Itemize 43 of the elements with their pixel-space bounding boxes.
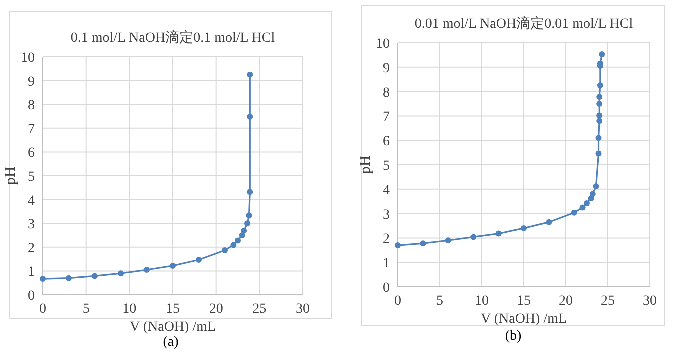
y-tick-label: 7 (383, 110, 390, 126)
x-tick-label: 25 (601, 294, 615, 309)
x-tick-label: 0 (394, 294, 402, 309)
chart-title: 0.01 mol/L NaOH滴定0.01 mol/L HCl (414, 16, 634, 32)
y-tick-label: 5 (383, 159, 390, 174)
y-tick-label: 6 (383, 134, 390, 150)
y-tick-label: 10 (21, 51, 35, 66)
y-tick-label: 3 (383, 208, 390, 223)
y-tick-label: 8 (383, 86, 390, 101)
y-tick-label: 2 (28, 241, 35, 256)
x-tick-label: 10 (122, 302, 137, 317)
y-tick-label: 9 (383, 61, 390, 76)
x-axis-title: V (NaOH) /mL (130, 320, 216, 335)
y-axis-title: pH (358, 156, 374, 174)
x-tick-label: 20 (209, 302, 224, 317)
x-tick-label: 15 (166, 302, 180, 317)
y-tick-label: 3 (28, 218, 35, 233)
x-tick-label: 30 (643, 294, 657, 309)
y-tick-label: 10 (376, 37, 390, 52)
y-tick-label: 7 (28, 122, 35, 138)
y-tick-label: 8 (28, 98, 35, 114)
x-tick-label: 30 (296, 302, 310, 317)
y-tick-label: 5 (28, 170, 35, 185)
text: (b) (505, 329, 522, 344)
x-tick-label: 15 (517, 294, 531, 309)
x-tick-label: 5 (82, 302, 90, 317)
y-tick-label: 1 (28, 265, 35, 280)
x-axis-title: V (NaOH) /mL (480, 312, 568, 327)
text: (a) (163, 335, 180, 350)
y-tick-label: 2 (383, 232, 390, 248)
x-tick-label: 10 (475, 294, 489, 309)
x-tick-label: 5 (436, 294, 444, 309)
x-tick-label: 25 (252, 302, 267, 317)
y-tick-label: 4 (28, 194, 35, 209)
y-axis-title: pH (3, 166, 19, 186)
y-tick-label: 0 (383, 281, 390, 296)
y-tick-label: 6 (28, 146, 35, 162)
y-tick-label: 9 (28, 74, 35, 90)
chart-title: 0.1 mol/L NaOH滴定0.1 mol/L HCl (70, 30, 276, 46)
x-tick-label: 20 (559, 294, 573, 309)
x-tick-label: 0 (40, 302, 46, 317)
y-tick-label: 1 (383, 256, 390, 272)
y-tick-label: 4 (383, 183, 390, 198)
